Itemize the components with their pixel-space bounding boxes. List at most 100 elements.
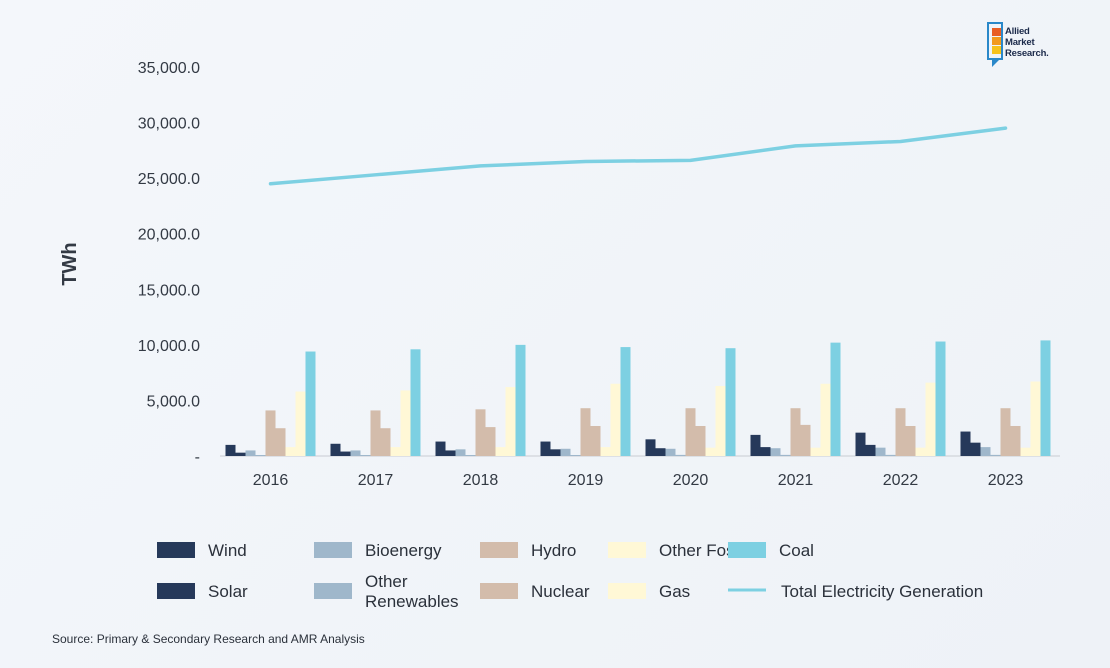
legend-label: Other (365, 572, 408, 591)
bar-hydro (580, 408, 591, 456)
bar-nuclear (275, 428, 286, 456)
bar-other-renewables (675, 454, 686, 456)
bar-bioenergy (980, 447, 991, 456)
bar-solar (655, 448, 666, 456)
x-tick-label: 2021 (778, 472, 814, 489)
bar-gas (820, 383, 831, 456)
bar-other-renewables (570, 454, 581, 456)
bar-gas (295, 391, 306, 456)
legend-swatch (480, 583, 518, 599)
bar-other-renewables (885, 454, 896, 456)
bar-wind (960, 431, 971, 456)
bar-nuclear (380, 428, 391, 456)
bar-solar (445, 450, 456, 456)
logo-mark-icon (987, 22, 1003, 67)
bar-hydro (370, 410, 381, 456)
bar-other-fossils (810, 447, 821, 456)
bar-other-renewables (255, 454, 266, 456)
bar-other-renewables (360, 454, 371, 456)
bar-other-fossils (915, 447, 926, 456)
bar-coal (305, 351, 316, 456)
bar-coal (830, 342, 841, 456)
bar-coal (410, 349, 421, 456)
y-tick-label: 10,000.0 (138, 338, 200, 355)
bar-nuclear (695, 425, 706, 456)
legend-swatch (608, 583, 646, 599)
bar-gas (505, 387, 516, 456)
legend-swatch (314, 542, 352, 558)
bar-solar (235, 452, 246, 456)
legend-swatch (480, 542, 518, 558)
bar-wind (855, 432, 866, 456)
bar-bioenergy (665, 448, 676, 456)
bar-wind (330, 443, 341, 456)
bar-coal (1040, 340, 1051, 456)
bar-nuclear (590, 425, 601, 456)
bar-other-renewables (465, 454, 476, 456)
bar-hydro (1000, 408, 1011, 456)
bar-wind (645, 439, 656, 456)
bar-wind (225, 444, 236, 456)
x-tick-label: 2023 (988, 472, 1024, 489)
y-tick-label: 15,000.0 (138, 282, 200, 299)
bar-coal (620, 347, 631, 456)
bar-wind (435, 441, 446, 456)
bar-other-fossils (285, 447, 296, 456)
x-tick-label: 2020 (673, 472, 709, 489)
legend-label: Total Electricity Generation (781, 582, 983, 601)
bar-bioenergy (875, 447, 886, 456)
bar-nuclear (800, 424, 811, 456)
bar-coal (935, 341, 946, 456)
legend-swatch (314, 583, 352, 599)
bar-gas (610, 383, 621, 456)
bar-coal (725, 348, 736, 456)
bar-solar (550, 449, 561, 456)
bar-gas (1030, 381, 1041, 456)
y-tick-label: 30,000.0 (138, 116, 200, 133)
legend-swatch (728, 542, 766, 558)
bar-bioenergy (455, 449, 466, 456)
bar-other-fossils (390, 447, 401, 456)
logo-text-line-2: Market (1005, 37, 1035, 48)
bar-gas (715, 385, 726, 456)
legend-label: Wind (208, 541, 247, 560)
bar-hydro (685, 408, 696, 456)
legend-label: Hydro (531, 541, 576, 560)
legend-swatch (157, 583, 195, 599)
x-tick-label: 2022 (883, 472, 919, 489)
legend-label: Coal (779, 541, 814, 560)
bar-coal (515, 344, 526, 456)
bar-solar (865, 444, 876, 456)
bar-wind (750, 434, 761, 456)
legend-label: Gas (659, 582, 690, 601)
allied-market-research-logo: Allied Market Research. (987, 22, 1071, 68)
bar-solar (760, 447, 771, 456)
source-note: Source: Primary & Secondary Research and… (52, 632, 365, 646)
bar-other-renewables (780, 454, 791, 456)
bar-gas (400, 390, 411, 456)
bar-wind (540, 441, 551, 456)
bar-bioenergy (560, 448, 571, 456)
bar-hydro (475, 409, 486, 456)
x-tick-label: 2019 (568, 472, 604, 489)
bar-solar (970, 442, 981, 456)
bar-hydro (790, 408, 801, 456)
legend-label: Renewables (365, 592, 459, 611)
bar-nuclear (1010, 425, 1021, 456)
bar-other-fossils (495, 447, 506, 456)
legend-label: Nuclear (531, 582, 590, 601)
bar-gas (925, 382, 936, 456)
bar-other-fossils (600, 447, 611, 456)
bar-bioenergy (770, 448, 781, 456)
legend-swatch (608, 542, 646, 558)
legend-label: Solar (208, 582, 248, 601)
bar-bioenergy (350, 450, 361, 456)
legend-label: Bioenergy (365, 541, 442, 560)
bar-bioenergy (245, 450, 256, 456)
bar-other-fossils (705, 447, 716, 456)
bar-hydro (265, 410, 276, 456)
bar-other-renewables (990, 454, 1001, 456)
y-tick-label: - (195, 449, 200, 466)
bar-hydro (895, 408, 906, 456)
